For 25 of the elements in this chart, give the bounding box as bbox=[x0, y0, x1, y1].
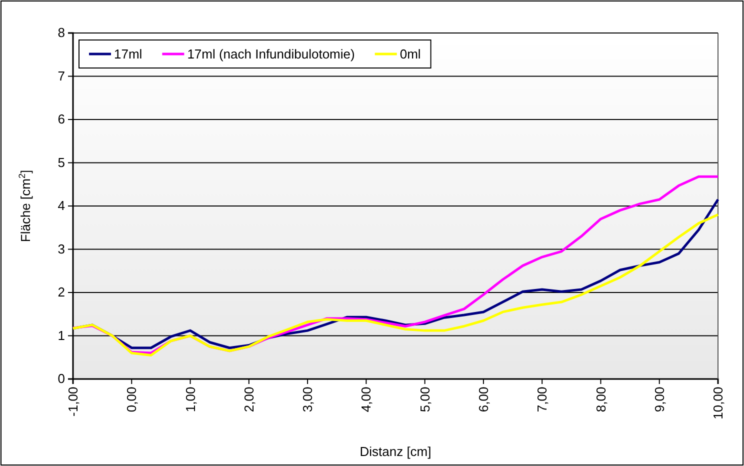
y-tick-label: 7 bbox=[58, 68, 65, 84]
x-tick-label: 6,00 bbox=[476, 386, 492, 412]
y-tick-label: 1 bbox=[58, 328, 65, 343]
y-tick-label: 2 bbox=[58, 284, 65, 300]
y-tick-label: 5 bbox=[58, 154, 65, 170]
x-tick-label: 0,00 bbox=[124, 386, 140, 412]
x-tick-label: 4,00 bbox=[358, 386, 374, 412]
y-tick-label: 4 bbox=[58, 198, 65, 214]
x-tick-label: 5,00 bbox=[417, 386, 432, 412]
y-tick-label: 6 bbox=[58, 112, 65, 127]
legend-label: 0ml bbox=[400, 46, 421, 62]
x-tick-label: -1,00 bbox=[66, 386, 81, 416]
y-tick-label: 3 bbox=[58, 241, 65, 256]
x-tick-label: 10,00 bbox=[710, 386, 726, 420]
legend-label: 17ml bbox=[114, 46, 142, 62]
x-tick-label: 1,00 bbox=[182, 386, 198, 412]
x-tick-label: 9,00 bbox=[652, 386, 667, 412]
x-tick-label: 7,00 bbox=[534, 386, 550, 412]
y-tick-label: 0 bbox=[58, 371, 65, 386]
x-tick-label: 3,00 bbox=[300, 386, 316, 412]
x-axis-title: Distanz [cm] bbox=[360, 444, 432, 459]
legend-label: 17ml (nach Infundibulotomie) bbox=[187, 46, 355, 62]
x-tick-label: 2,00 bbox=[241, 386, 256, 412]
x-tick-label: 8,00 bbox=[593, 386, 608, 412]
y-tick-label: 8 bbox=[58, 25, 65, 40]
